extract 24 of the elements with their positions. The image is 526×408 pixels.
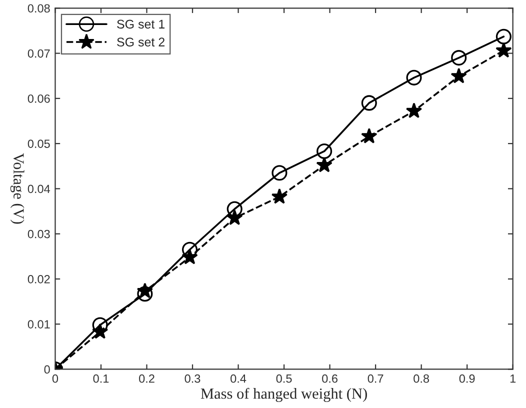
y-tick-label: 0.02 xyxy=(28,275,50,284)
y-tick-label: 0.07 xyxy=(28,49,50,58)
y-tick-label: 0.05 xyxy=(28,140,50,148)
x-tick-label: 0.8 xyxy=(414,374,430,383)
legend-label: SG set 2 xyxy=(117,38,164,46)
y-tick-label: 0 xyxy=(44,365,50,374)
x-tick-label: 1 xyxy=(510,374,516,383)
x-tick-label: 0 xyxy=(52,374,58,383)
x-tick-label: 0.7 xyxy=(368,374,384,383)
x-tick-label: 0.9 xyxy=(459,374,475,383)
x-tick-label: 0.4 xyxy=(230,374,246,383)
x-tick-label: 0.6 xyxy=(322,374,338,383)
y-tick-label: 0.06 xyxy=(28,94,50,103)
y-tick-label: 0.01 xyxy=(28,320,50,328)
x-tick-label: 0.5 xyxy=(276,374,292,383)
y-tick-label: 0.04 xyxy=(28,184,50,194)
x-tick-label: 0.2 xyxy=(139,374,154,383)
y-tick-label: 0.03 xyxy=(28,230,50,238)
x-tick-label: 0.1 xyxy=(93,374,109,383)
y-tick-label: 0.08 xyxy=(28,4,50,13)
x-axis-title: Mass of hanged weight (N) xyxy=(200,388,367,402)
legend-label: SG set 1 xyxy=(117,20,165,29)
x-tick-label: 0.3 xyxy=(184,374,200,383)
y-axis-title: Voltage (V) xyxy=(10,153,24,224)
